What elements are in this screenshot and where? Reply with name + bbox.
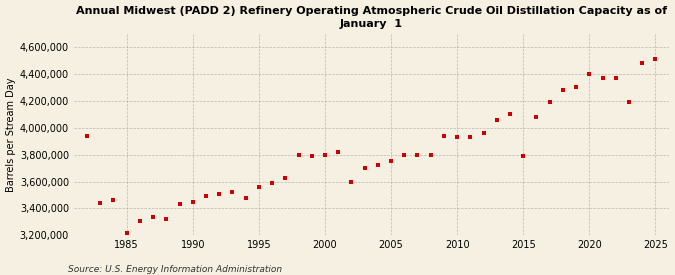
Y-axis label: Barrels per Stream Day: Barrels per Stream Day: [5, 77, 16, 192]
Point: [82, 134, 92, 138]
Point: [227, 190, 238, 194]
Point: [346, 179, 357, 184]
Point: [319, 152, 330, 157]
Point: [174, 202, 185, 207]
Point: [134, 218, 145, 223]
Point: [214, 191, 225, 196]
Point: [465, 135, 476, 139]
Point: [412, 152, 423, 157]
Title: Annual Midwest (PADD 2) Refinery Operating Atmospheric Crude Oil Distillation Ca: Annual Midwest (PADD 2) Refinery Operati…: [76, 6, 667, 29]
Point: [452, 135, 462, 139]
Point: [439, 134, 450, 138]
Point: [161, 217, 171, 221]
Point: [148, 214, 159, 219]
Point: [200, 194, 211, 199]
Point: [95, 201, 106, 205]
Point: [637, 61, 647, 65]
Point: [333, 150, 344, 154]
Point: [584, 72, 595, 76]
Text: Source: U.S. Energy Information Administration: Source: U.S. Energy Information Administ…: [68, 265, 281, 274]
Point: [650, 57, 661, 61]
Point: [558, 88, 568, 92]
Point: [254, 185, 265, 189]
Point: [399, 152, 410, 157]
Point: [359, 166, 370, 170]
Point: [306, 154, 317, 158]
Point: [505, 112, 516, 117]
Point: [425, 152, 436, 157]
Point: [610, 76, 621, 80]
Point: [240, 196, 251, 200]
Point: [373, 163, 383, 168]
Point: [293, 152, 304, 157]
Point: [280, 175, 291, 180]
Point: [570, 85, 581, 90]
Point: [122, 230, 132, 235]
Point: [478, 131, 489, 135]
Point: [188, 200, 198, 204]
Point: [267, 181, 277, 185]
Point: [108, 198, 119, 203]
Point: [491, 117, 502, 122]
Point: [518, 154, 529, 158]
Point: [624, 100, 634, 104]
Point: [531, 115, 542, 119]
Point: [385, 159, 396, 164]
Point: [597, 76, 608, 80]
Point: [544, 100, 555, 104]
